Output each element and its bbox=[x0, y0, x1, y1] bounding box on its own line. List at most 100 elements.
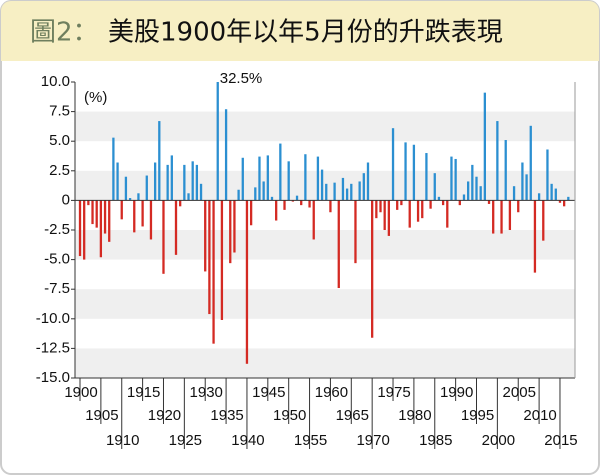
bar bbox=[87, 200, 90, 206]
y-tick-label: 10.0 bbox=[41, 73, 70, 90]
bar bbox=[133, 200, 136, 233]
chart-title: 美股1900年以年5月份的升跌表現 bbox=[108, 18, 503, 48]
bar bbox=[254, 187, 257, 201]
bar bbox=[199, 183, 203, 201]
x-tick-label: 1945 bbox=[252, 384, 285, 401]
x-tick-label: 1940 bbox=[231, 432, 264, 449]
y-tick-label: 2.5 bbox=[49, 162, 70, 179]
bar bbox=[99, 200, 103, 258]
bar bbox=[483, 92, 486, 201]
bar bbox=[308, 200, 311, 208]
bar bbox=[112, 137, 115, 201]
bar bbox=[249, 200, 253, 226]
bar bbox=[446, 200, 449, 228]
y-tick-label: 0 bbox=[62, 191, 70, 208]
x-tick-label: 1980 bbox=[398, 407, 431, 424]
x-tick-label: 1930 bbox=[190, 384, 223, 401]
bar bbox=[83, 200, 86, 260]
bar bbox=[391, 128, 395, 201]
bar bbox=[124, 176, 128, 201]
bars bbox=[78, 82, 570, 364]
y-tick-label: 5.0 bbox=[49, 132, 70, 149]
bar bbox=[558, 200, 562, 203]
bar bbox=[550, 183, 553, 201]
bar bbox=[496, 121, 499, 201]
x-tick-label: 1905 bbox=[85, 407, 118, 424]
bar bbox=[258, 156, 261, 201]
bar bbox=[471, 164, 474, 201]
y-tick-label: -15.0 bbox=[36, 369, 70, 386]
bar bbox=[517, 200, 520, 213]
x-tick-label: 1970 bbox=[356, 432, 389, 449]
bar bbox=[429, 200, 432, 209]
bar bbox=[512, 186, 516, 201]
x-tick-label: 1935 bbox=[210, 407, 243, 424]
bar bbox=[479, 186, 482, 201]
x-tick-label: 1950 bbox=[273, 407, 306, 424]
bar bbox=[262, 181, 265, 201]
bar bbox=[383, 200, 386, 230]
bar bbox=[500, 200, 503, 234]
bar bbox=[467, 181, 470, 201]
bar bbox=[325, 183, 328, 201]
x-tick-label: 1915 bbox=[127, 384, 160, 401]
bar bbox=[166, 164, 169, 201]
bar bbox=[162, 200, 165, 274]
x-tick-label: 1985 bbox=[419, 432, 452, 449]
x-tick-label: 1910 bbox=[106, 432, 139, 449]
bar bbox=[437, 196, 441, 201]
bar bbox=[283, 200, 286, 210]
bar bbox=[208, 200, 211, 315]
bar bbox=[141, 200, 144, 227]
bar bbox=[404, 142, 407, 201]
bar bbox=[270, 196, 274, 201]
bar bbox=[128, 198, 132, 201]
bar bbox=[533, 200, 537, 273]
bar bbox=[341, 177, 345, 201]
bar bbox=[170, 155, 173, 201]
x-tick-label: 2005 bbox=[503, 384, 536, 401]
bar bbox=[450, 156, 453, 201]
grid-band bbox=[75, 289, 575, 319]
x-tick-label: 2015 bbox=[544, 432, 577, 449]
bar bbox=[379, 200, 382, 213]
y-tick-label: -12.5 bbox=[36, 339, 70, 356]
bar bbox=[304, 154, 307, 201]
bar bbox=[279, 143, 282, 201]
title-band-fill bbox=[1, 40, 599, 61]
bar bbox=[521, 162, 524, 201]
x-tick-label: 1990 bbox=[440, 384, 473, 401]
bar bbox=[224, 109, 228, 201]
x-tick-label: 1920 bbox=[148, 407, 181, 424]
bar bbox=[567, 196, 570, 201]
bar bbox=[354, 200, 357, 264]
bar bbox=[187, 193, 190, 201]
x-tick-label: 1965 bbox=[336, 407, 369, 424]
bar bbox=[563, 200, 566, 207]
bar bbox=[153, 162, 157, 201]
bar bbox=[120, 200, 123, 220]
figure-label: 圖2： bbox=[30, 18, 99, 48]
bar bbox=[145, 175, 148, 201]
bar bbox=[137, 193, 140, 201]
bar bbox=[333, 182, 336, 201]
x-tick-label: 1955 bbox=[294, 432, 327, 449]
bar bbox=[179, 200, 182, 207]
bar bbox=[103, 200, 107, 234]
x-tick-label: 1960 bbox=[315, 384, 348, 401]
x-tick-label: 1925 bbox=[169, 432, 202, 449]
bar bbox=[220, 200, 224, 320]
bar bbox=[387, 200, 391, 236]
bar bbox=[174, 200, 178, 255]
bar bbox=[300, 200, 303, 206]
grid-band bbox=[75, 170, 575, 201]
bar bbox=[441, 200, 445, 206]
y-tick-label: -5.0 bbox=[44, 251, 70, 268]
bar bbox=[204, 200, 207, 272]
bar bbox=[366, 162, 370, 201]
bar bbox=[229, 200, 232, 264]
bar bbox=[433, 173, 436, 201]
bar bbox=[149, 200, 153, 240]
bar bbox=[212, 200, 215, 344]
grid-band bbox=[75, 230, 575, 260]
